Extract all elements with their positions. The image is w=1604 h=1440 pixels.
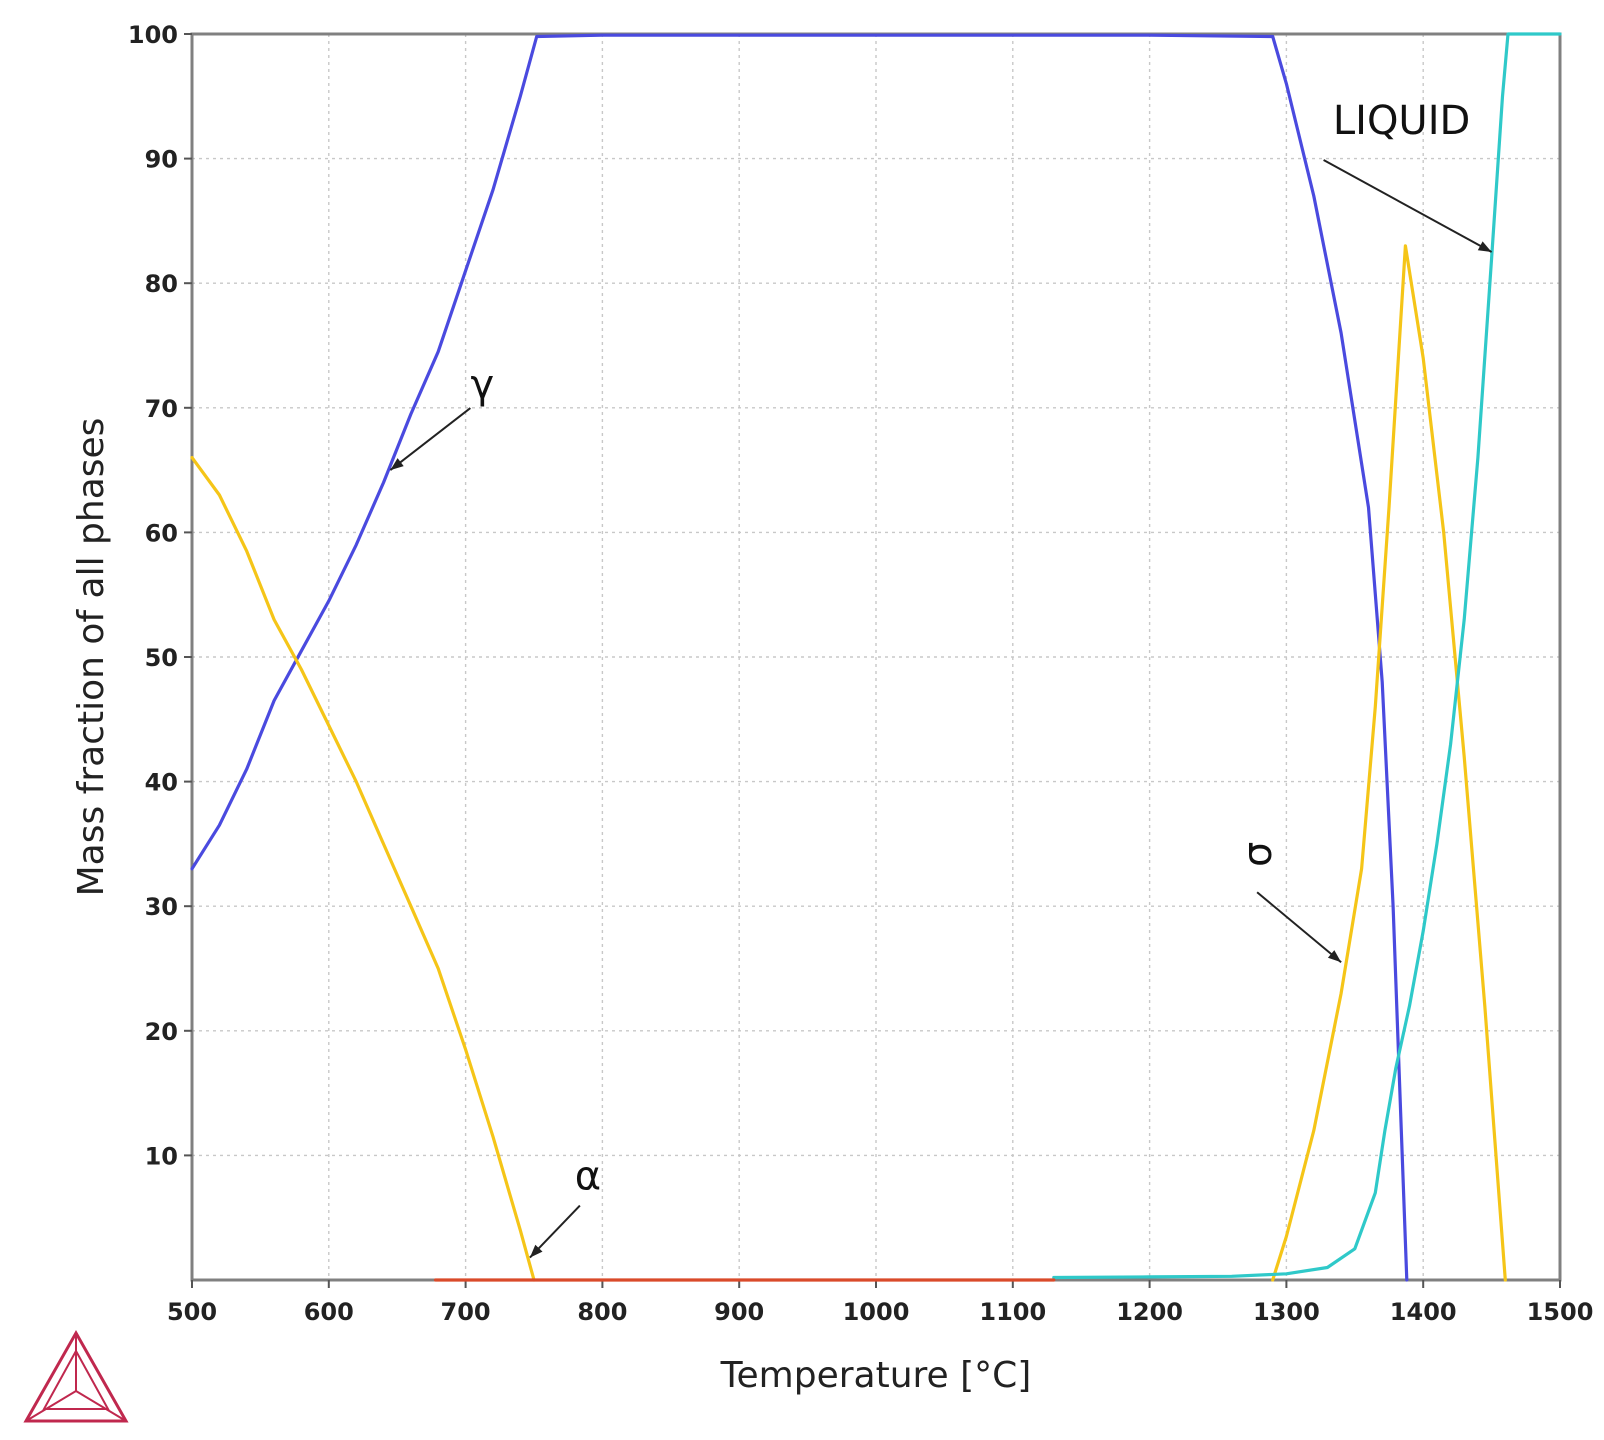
y-tick-label: 10 <box>145 1142 178 1170</box>
y-tick-label: 50 <box>145 644 178 672</box>
annotations: γ α σ LIQUID <box>389 98 1493 1259</box>
thermo-calc-logo-icon <box>23 1329 129 1423</box>
series-alpha-line <box>190 456 536 1282</box>
x-tick-label: 600 <box>304 1298 354 1326</box>
y-tick-label: 100 <box>128 21 178 49</box>
y-tick-label: 90 <box>145 146 178 174</box>
liquid-arrowhead <box>1477 241 1492 253</box>
series-gamma-line <box>190 33 1409 1282</box>
gamma-label: γ <box>471 362 495 408</box>
x-tick-label: 1400 <box>1390 1298 1457 1326</box>
y-tick-label: 70 <box>145 395 178 423</box>
y-tick-label: 80 <box>145 270 178 298</box>
series-sigma-line <box>1271 244 1507 1282</box>
y-tick-label: 20 <box>145 1018 178 1046</box>
alpha-label: α <box>575 1154 601 1200</box>
alpha-arrowhead <box>529 1244 543 1258</box>
axis-ticks: 500 600 700 800 900 1000 1100 1200 1300 1400 1500 1… <box>128 21 1594 1326</box>
x-tick-label: 1200 <box>1116 1298 1183 1326</box>
sigma-arrowhead <box>1327 950 1342 963</box>
gridlines <box>192 34 1560 1280</box>
sigma-pointer-line <box>1256 891 1342 964</box>
x-tick-label: 900 <box>714 1298 764 1326</box>
gamma-pointer-line <box>389 407 471 471</box>
x-tick-label: 1300 <box>1253 1298 1320 1326</box>
y-tick-label: 40 <box>145 769 178 797</box>
x-tick-label: 700 <box>441 1298 491 1326</box>
y-tick-label: 60 <box>145 519 178 547</box>
x-tick-label: 1100 <box>979 1298 1046 1326</box>
series-group <box>190 32 1562 1282</box>
liquid-label: LIQUID <box>1333 98 1470 144</box>
x-tick-label: 1500 <box>1527 1298 1594 1326</box>
y-axis-title: Mass fraction of all phases <box>71 418 112 897</box>
gamma-arrowhead <box>390 458 404 471</box>
liquid-pointer-line <box>1323 159 1493 253</box>
x-tick-label: 500 <box>167 1298 217 1326</box>
x-tick-label: 800 <box>577 1298 627 1326</box>
sigma-label: σ <box>1235 842 1281 867</box>
x-axis-title: Temperature [°C] <box>720 1355 1032 1396</box>
y-tick-label: 30 <box>145 893 178 921</box>
x-tick-label: 1000 <box>843 1298 910 1326</box>
series-liquid-line <box>1052 32 1562 1280</box>
